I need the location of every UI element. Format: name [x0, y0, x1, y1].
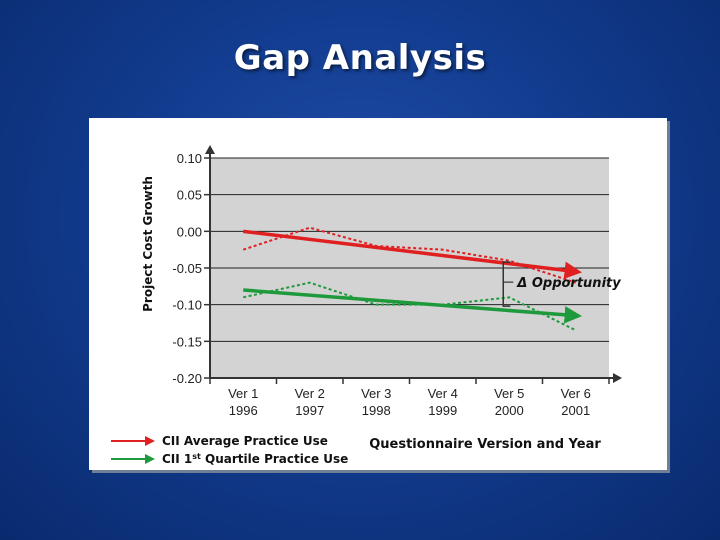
chart-panel: 0.10 0.05 0.00 -0.05 -0.10 -0.15 -0.20 Ver 1 199…	[89, 118, 667, 470]
trendline-average	[243, 229, 583, 280]
series-line-average	[242, 226, 577, 284]
y-axis-arrowhead	[205, 145, 215, 154]
x-tick-label-year: 1997	[295, 403, 324, 418]
x-axis-arrowhead	[613, 373, 622, 383]
x-axis-title: Questionnaire Version and Year	[369, 437, 601, 452]
x-tick-label: Ver 3	[361, 386, 391, 401]
y-tick-label: 0.10	[177, 151, 202, 166]
y-tick-label: -0.15	[172, 334, 202, 349]
x-tick-label-year: 1998	[362, 403, 391, 418]
y-tick-label: -0.05	[172, 261, 202, 276]
opportunity-label: Δ Opportunity	[516, 276, 621, 291]
x-tick-label-year: 1999	[428, 403, 457, 418]
x-tick-label: Ver 5	[494, 386, 524, 401]
x-tick-label: Ver 2	[295, 386, 325, 401]
x-tick-label: Ver 6	[561, 386, 591, 401]
y-tick-label: 0.00	[177, 224, 202, 239]
y-axis-title: Project Cost Growth	[141, 176, 155, 312]
x-tick-label-year: 1996	[229, 403, 258, 418]
legend-label: CII Average Practice Use	[162, 434, 328, 448]
trendline-first-quartile	[243, 288, 583, 324]
opportunity-bracket	[502, 261, 511, 307]
x-tick-label: Ver 4	[428, 386, 458, 401]
series-line-first-quartile	[243, 281, 577, 332]
x-tick-label-year: 2000	[495, 403, 524, 418]
y-tick-label: -0.10	[172, 298, 202, 313]
slide-title: Gap Analysis	[233, 38, 487, 78]
legend-label: CII 1st Quartile Practice Use	[162, 452, 348, 467]
y-tick-label: -0.20	[172, 371, 202, 386]
y-tick-label: 0.05	[177, 188, 202, 203]
line-chart: 0.10 0.05 0.00 -0.05 -0.10 -0.15 -0.20 Ver 1 199…	[111, 145, 622, 467]
x-tick-label-year: 2001	[561, 403, 590, 418]
x-tick-label: Ver 1	[228, 386, 258, 401]
